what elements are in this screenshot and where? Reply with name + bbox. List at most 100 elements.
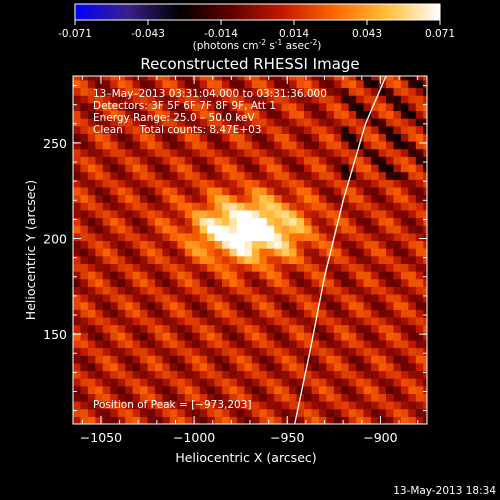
- heatmap-cell: [363, 209, 372, 219]
- heatmap-cell: [229, 316, 238, 326]
- heatmap-cell: [229, 248, 238, 257]
- heatmap-cell: [192, 355, 201, 364]
- heatmap-cell: [169, 401, 178, 410]
- heatmap-cell: [363, 87, 372, 96]
- heatmap-cell: [236, 110, 246, 119]
- heatmap-cell: [386, 156, 395, 165]
- heatmap-cell: [296, 79, 305, 89]
- heatmap-cell: [214, 179, 223, 188]
- heatmap-cell: [73, 248, 82, 257]
- heatmap-cell: [80, 339, 89, 349]
- heatmap-cell: [236, 87, 246, 96]
- heatmap-cell: [80, 133, 89, 142]
- heatmap-cell: [341, 293, 350, 303]
- heatmap-cell: [341, 324, 350, 333]
- heatmap-cell: [356, 202, 365, 211]
- heatmap-cell: [415, 324, 424, 333]
- heatmap-cell: [371, 194, 380, 203]
- heatmap-cell: [110, 393, 119, 402]
- heatmap-cell: [207, 217, 216, 226]
- heatmap-cell: [371, 209, 380, 219]
- heatmap-cell: [304, 271, 313, 280]
- heatmap-cell: [207, 125, 216, 134]
- heatmap-cell: [400, 385, 409, 395]
- heatmap-cell: [192, 186, 201, 196]
- heatmap-cell: [222, 148, 231, 157]
- heatmap-cell: [408, 248, 417, 257]
- heatmap-cell: [207, 271, 216, 280]
- heatmap-cell: [184, 316, 193, 326]
- heatmap-cell: [281, 141, 290, 150]
- heatmap-cell: [222, 217, 231, 226]
- heatmap-cell: [102, 141, 111, 150]
- heatmap-cell: [274, 248, 283, 257]
- heatmap-cell: [408, 87, 417, 96]
- heatmap-cell: [274, 87, 283, 96]
- heatmap-cell: [236, 362, 246, 372]
- heatmap-cell: [281, 347, 290, 356]
- heatmap-cell: [333, 286, 342, 295]
- heatmap-cell: [304, 324, 313, 333]
- heatmap-cell: [117, 393, 126, 402]
- heatmap-cell: [95, 148, 104, 157]
- heatmap-cell: [304, 79, 313, 89]
- heatmap-cell: [244, 339, 253, 349]
- heatmap-cell: [304, 278, 313, 287]
- heatmap-cell: [207, 362, 216, 372]
- heatmap-cell: [311, 102, 320, 112]
- heatmap-cell: [304, 401, 313, 410]
- heatmap-cell: [326, 324, 335, 333]
- heatmap-cell: [73, 255, 82, 264]
- heatmap-cell: [244, 225, 253, 234]
- heatmap-cell: [102, 171, 111, 180]
- heatmap-cell: [415, 416, 424, 424]
- heatmap-cell: [229, 286, 238, 295]
- heatmap-cell: [95, 362, 104, 372]
- heatmap-cell: [356, 225, 365, 234]
- heatmap-cell: [281, 362, 290, 372]
- heatmap-cell: [222, 293, 231, 303]
- heatmap-cell: [244, 102, 253, 112]
- heatmap-cell: [169, 186, 178, 196]
- heatmap-cell: [222, 194, 231, 203]
- heatmap-cell: [154, 248, 164, 257]
- heatmap-cell: [214, 110, 223, 119]
- heatmap-cell: [371, 110, 380, 119]
- heatmap-cell: [95, 217, 104, 226]
- heatmap-cell: [110, 102, 119, 112]
- heatmap-cell: [80, 355, 89, 364]
- heatmap-cell: [423, 179, 427, 188]
- heatmap-cell: [162, 79, 171, 89]
- heatmap-cell: [281, 255, 290, 264]
- heatmap-cell: [408, 301, 417, 310]
- heatmap-cell: [251, 362, 260, 372]
- heatmap-cell: [400, 171, 409, 180]
- heatmap-cell: [415, 332, 424, 341]
- heatmap-cell: [199, 202, 208, 211]
- heatmap-cell: [296, 301, 305, 310]
- heatmap-cell: [251, 378, 260, 387]
- info-block: 13–May–2013 03:31:04.000 to 03:31:36.000…: [93, 88, 327, 136]
- heatmap-cell: [102, 393, 111, 402]
- heatmap-cell: [259, 95, 268, 104]
- heatmap-cell: [371, 232, 380, 242]
- heatmap-cell: [95, 393, 104, 402]
- heatmap-cell: [214, 202, 223, 211]
- heatmap-cell: [386, 87, 395, 96]
- heatmap-cell: [318, 240, 327, 249]
- heatmap-cell: [356, 339, 365, 349]
- heatmap-cell: [259, 309, 268, 318]
- heatmap-cell: [281, 240, 290, 249]
- heatmap-cell: [154, 401, 164, 410]
- heatmap-cell: [154, 255, 164, 264]
- heatmap-cell: [356, 316, 365, 326]
- heatmap-cell: [371, 76, 380, 81]
- heatmap-cell: [169, 393, 178, 402]
- heatmap-cell: [393, 339, 402, 349]
- colorbar-tick-label: -0.014: [204, 28, 238, 40]
- heatmap-cell: [169, 79, 178, 89]
- heatmap-cell: [326, 301, 335, 310]
- heatmap-cell: [222, 370, 231, 379]
- heatmap-cell: [311, 339, 320, 349]
- heatmap-cell: [140, 148, 149, 157]
